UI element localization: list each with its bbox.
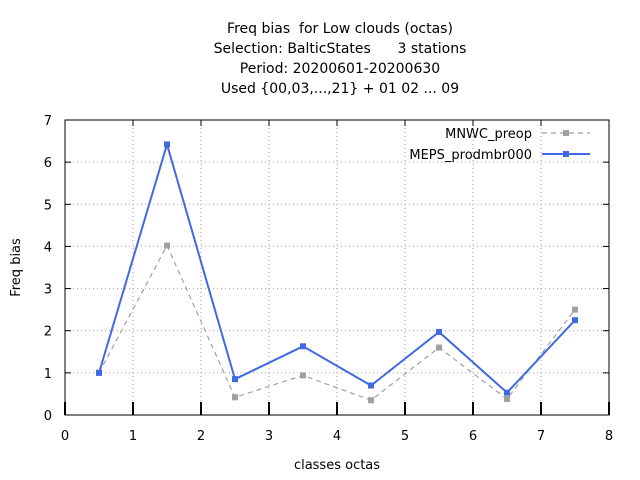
legend-marker [563,151,569,157]
x-tick-label: 6 [469,429,477,444]
y-tick-label: 4 [44,240,52,255]
x-tick-label: 2 [197,429,205,444]
series-group [96,140,578,404]
series-MEPS_prodmbr000 [96,140,578,396]
data-point [164,242,170,249]
y-tick-label: 1 [44,367,52,382]
x-tick-label: 8 [605,429,613,444]
x-tick-label: 1 [129,429,137,444]
data-point [164,141,170,148]
data-point [436,328,442,335]
data-point [232,376,238,383]
data-point [368,382,374,389]
data-point [572,306,578,313]
x-tick-label: 3 [265,429,273,444]
tick-labels: 0 1 2 3 4 5 6 7 8 0 1 2 3 4 5 6 7 [44,114,613,444]
y-tick-label: 7 [44,114,52,129]
y-tick-label: 0 [44,409,52,424]
y-axis-label: Freq bias [9,238,24,297]
data-point [436,344,442,351]
legend-marker [563,130,569,136]
data-point [232,394,238,401]
data-point [368,397,374,404]
series-MNWC_preop [96,242,578,404]
chart-title-line-2: Selection: BalticStates 3 stations [213,41,467,57]
data-point [504,389,510,396]
chart-title-line-4: Used {00,03,...,21} + 01 02 ... 09 [220,81,460,97]
grid [65,120,609,415]
x-tick-label: 5 [401,429,409,444]
legend: MNWC_preop MEPS_prodmbr000 [409,127,590,163]
data-point [96,369,102,376]
data-point [572,317,578,324]
series-line [98,244,576,401]
chart-title-line-3: Period: 20200601-20200630 [239,61,441,77]
legend-label: MEPS_prodmbr000 [409,148,532,163]
legend-label: MNWC_preop [445,127,532,142]
y-tick-label: 3 [44,283,52,298]
x-tick-label: 7 [537,429,545,444]
plot-frame [64,119,610,416]
data-point [504,395,510,402]
y-tick-label: 5 [44,198,52,213]
y-tick-label: 2 [44,325,52,340]
x-tick-label: 0 [61,429,69,444]
x-axis-label: classes octas [294,458,380,473]
series-line [98,140,576,395]
data-point [300,343,306,350]
x-tick-label: 4 [333,429,341,444]
data-point [300,372,306,379]
chart-title-line-1: Freq bias for Low clouds (octas) [227,21,453,37]
y-tick-label: 6 [44,156,52,171]
